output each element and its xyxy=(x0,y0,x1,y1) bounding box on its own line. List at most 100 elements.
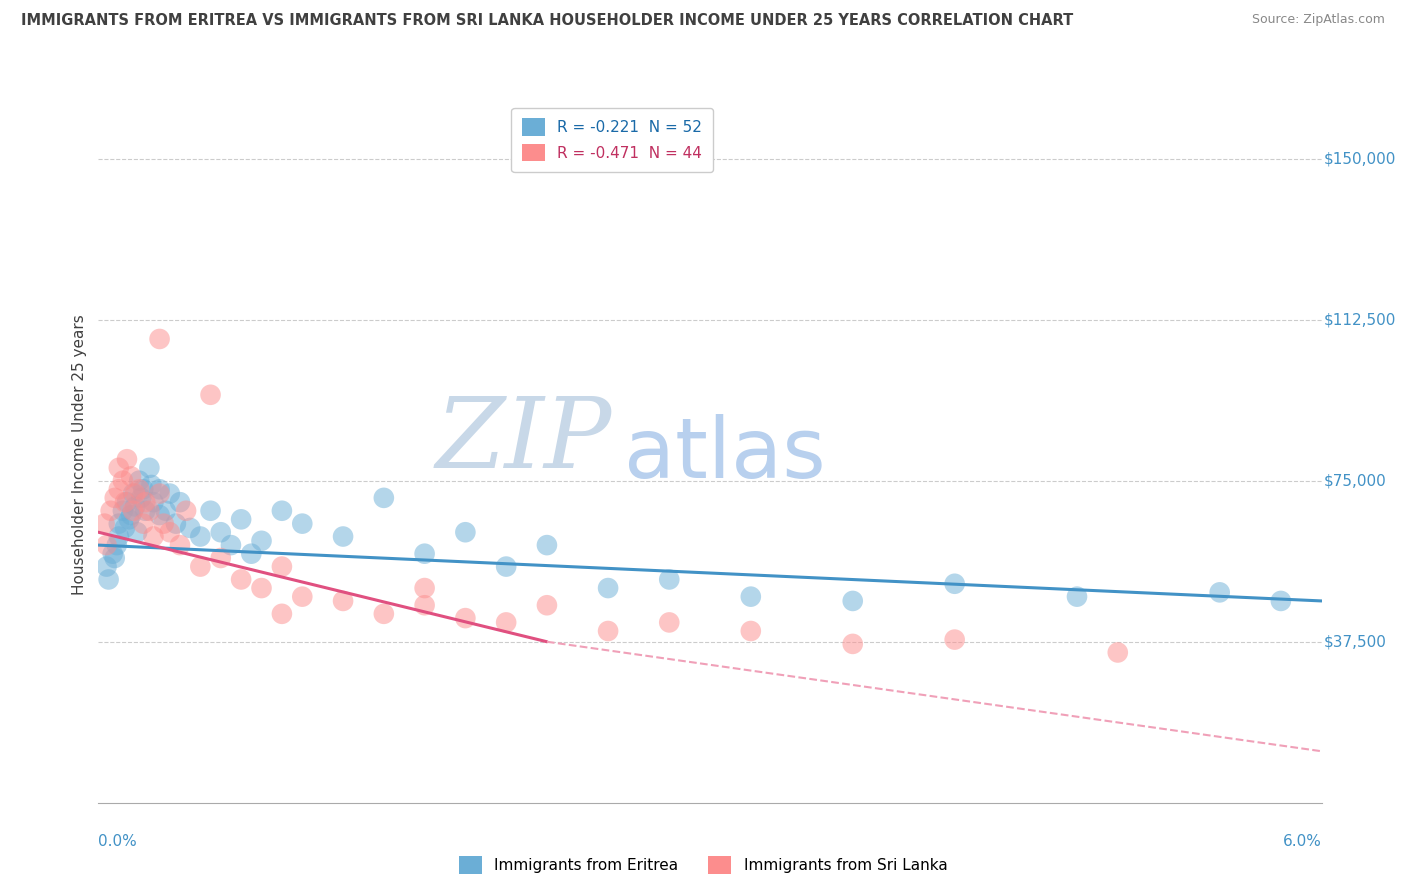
Point xyxy=(413,547,436,561)
Point xyxy=(111,504,134,518)
Point xyxy=(250,533,273,548)
Point xyxy=(1270,594,1292,608)
Point xyxy=(1107,645,1129,659)
Point xyxy=(841,594,863,608)
Point xyxy=(332,594,354,608)
Point xyxy=(943,632,966,647)
Point xyxy=(169,538,191,552)
Point xyxy=(240,547,263,561)
Text: IMMIGRANTS FROM ERITREA VS IMMIGRANTS FROM SRI LANKA HOUSEHOLDER INCOME UNDER 25: IMMIGRANTS FROM ERITREA VS IMMIGRANTS FR… xyxy=(21,13,1073,29)
Point xyxy=(165,516,187,531)
Point xyxy=(159,486,181,500)
Point xyxy=(536,538,558,552)
Point xyxy=(658,573,681,587)
Point xyxy=(141,478,163,492)
Point xyxy=(188,529,212,543)
Point xyxy=(129,491,152,505)
Point xyxy=(149,486,172,500)
Point xyxy=(250,581,273,595)
Legend: R = -0.221  N = 52, R = -0.471  N = 44: R = -0.221 N = 52, R = -0.471 N = 44 xyxy=(512,108,713,172)
Point xyxy=(114,495,136,509)
Point xyxy=(598,624,620,638)
Point xyxy=(270,504,292,518)
Point xyxy=(270,607,292,621)
Point xyxy=(127,525,149,540)
Y-axis label: Householder Income Under 25 years: Householder Income Under 25 years xyxy=(72,315,87,595)
Point xyxy=(149,332,172,346)
Point xyxy=(536,599,558,613)
Point xyxy=(155,504,177,518)
Point xyxy=(209,551,232,566)
Point xyxy=(159,525,181,540)
Point xyxy=(373,607,395,621)
Point xyxy=(128,474,150,488)
Point xyxy=(149,483,172,497)
Text: Source: ZipAtlas.com: Source: ZipAtlas.com xyxy=(1251,13,1385,27)
Text: atlas: atlas xyxy=(624,415,827,495)
Point xyxy=(108,529,131,543)
Point xyxy=(128,483,150,497)
Point xyxy=(134,504,156,518)
Point xyxy=(943,576,966,591)
Point xyxy=(152,516,174,531)
Point xyxy=(231,512,253,526)
Text: 6.0%: 6.0% xyxy=(1282,834,1322,849)
Point xyxy=(108,516,131,531)
Point xyxy=(291,516,314,531)
Point xyxy=(332,529,354,543)
Legend: Immigrants from Eritrea, Immigrants from Sri Lanka: Immigrants from Eritrea, Immigrants from… xyxy=(453,850,953,880)
Point xyxy=(454,611,477,625)
Point xyxy=(1208,585,1232,599)
Point xyxy=(188,559,212,574)
Point xyxy=(122,504,145,518)
Point xyxy=(179,521,201,535)
Text: $150,000: $150,000 xyxy=(1324,151,1396,166)
Point xyxy=(101,547,124,561)
Text: $112,500: $112,500 xyxy=(1324,312,1396,327)
Point xyxy=(115,452,138,467)
Point xyxy=(598,581,620,595)
Point xyxy=(120,508,142,522)
Point xyxy=(740,624,762,638)
Text: 0.0%: 0.0% xyxy=(98,834,138,849)
Point xyxy=(97,573,120,587)
Point xyxy=(495,559,517,574)
Point xyxy=(96,559,118,574)
Point xyxy=(658,615,681,630)
Point xyxy=(104,491,127,505)
Point xyxy=(841,637,863,651)
Point xyxy=(118,512,141,526)
Point xyxy=(413,581,436,595)
Point xyxy=(174,504,197,518)
Point xyxy=(495,615,517,630)
Point xyxy=(1066,590,1088,604)
Point xyxy=(138,504,160,518)
Text: $37,500: $37,500 xyxy=(1324,634,1386,649)
Point xyxy=(122,486,145,500)
Point xyxy=(373,491,395,505)
Point xyxy=(138,460,160,475)
Point xyxy=(219,538,242,552)
Point xyxy=(93,516,115,531)
Point xyxy=(454,525,477,540)
Point xyxy=(142,495,165,509)
Point xyxy=(142,529,165,543)
Point xyxy=(209,525,232,540)
Point xyxy=(105,538,128,552)
Point xyxy=(413,599,436,613)
Point xyxy=(134,495,156,509)
Point xyxy=(114,521,136,535)
Point xyxy=(169,495,191,509)
Point xyxy=(104,551,127,566)
Point xyxy=(740,590,762,604)
Point xyxy=(200,388,222,402)
Point xyxy=(96,538,118,552)
Point xyxy=(124,500,146,514)
Point xyxy=(132,483,155,497)
Text: ZIP: ZIP xyxy=(436,393,612,489)
Point xyxy=(231,573,253,587)
Point xyxy=(270,559,292,574)
Point xyxy=(108,483,131,497)
Point xyxy=(100,504,122,518)
Point xyxy=(124,486,146,500)
